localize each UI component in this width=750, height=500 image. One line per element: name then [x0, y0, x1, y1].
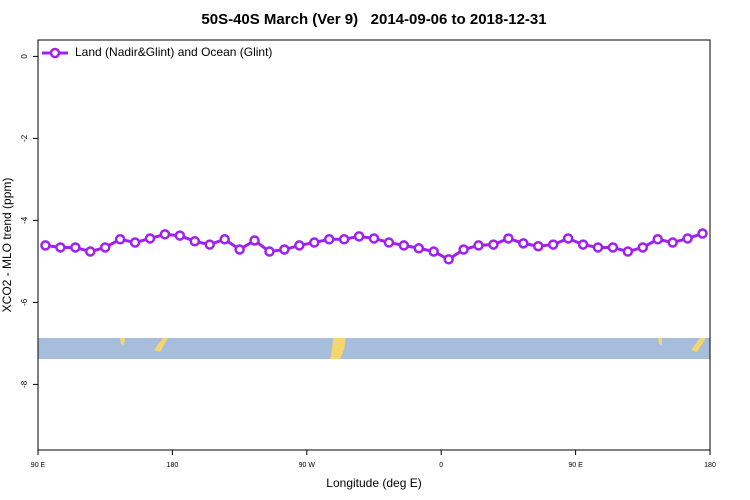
- data-point: [428, 246, 439, 257]
- data-point: [667, 237, 678, 248]
- ocean-band: [38, 338, 710, 359]
- data-point: [85, 246, 96, 257]
- data-point: [174, 230, 186, 241]
- data-point: [592, 242, 604, 253]
- data-point: [533, 240, 544, 252]
- land-patch: [691, 338, 706, 352]
- x-tick-label: 90 W: [299, 462, 316, 469]
- x-tick-label: 90 E: [31, 462, 46, 469]
- data-point: [353, 231, 365, 242]
- chart-title: 50S-40S March (Ver 9) 2014-09-06 to 2018…: [201, 11, 546, 28]
- data-point: [144, 233, 156, 244]
- land-patch: [120, 338, 125, 345]
- x-tick-label: 90 E: [568, 462, 583, 469]
- data-point: [219, 234, 230, 245]
- land-sea-strip: [38, 338, 710, 359]
- x-tick-label: 0: [439, 462, 443, 469]
- data-point: [577, 239, 589, 250]
- data-point: [398, 240, 410, 251]
- data-point: [383, 237, 395, 248]
- data-point: [622, 246, 634, 257]
- data-point: [234, 244, 245, 255]
- y-tick-label: -8: [20, 380, 29, 388]
- y-axis-label: XCO2 - MLO trend (ppm): [0, 178, 14, 313]
- data-point: [547, 239, 559, 250]
- data-point: [323, 234, 335, 245]
- data-point: [413, 243, 425, 254]
- data-point: [458, 244, 469, 255]
- legend-marker: [49, 47, 61, 59]
- land-patch: [330, 338, 346, 359]
- data-point: [264, 246, 275, 257]
- x-tick-label: 180: [167, 462, 179, 469]
- land-patch: [658, 338, 662, 345]
- data-point: [279, 244, 290, 255]
- data-point: [503, 233, 514, 244]
- data-point: [70, 242, 81, 253]
- data-point: [249, 235, 260, 246]
- x-axis-label: Longitude (deg E): [326, 476, 421, 490]
- data-point: [99, 242, 111, 253]
- data-point: [40, 240, 51, 251]
- land-patch: [154, 338, 168, 352]
- data-point: [562, 233, 574, 244]
- data-point: [443, 254, 454, 265]
- data-point: [518, 238, 529, 249]
- y-tick-label: 0: [20, 54, 29, 59]
- data-point: [114, 234, 126, 245]
- x-tick-label: 180: [704, 462, 716, 469]
- data-point: [129, 237, 141, 248]
- data-point: [697, 228, 708, 239]
- y-tick-label: -4: [20, 216, 29, 224]
- data-point: [637, 242, 649, 253]
- data-point: [338, 234, 350, 245]
- data-point: [204, 239, 215, 250]
- data-point: [488, 239, 499, 250]
- y-tick-label: -2: [20, 134, 29, 142]
- legend-label: Land (Nadir&Glint) and Ocean (Glint): [75, 45, 272, 59]
- data-point: [607, 242, 619, 253]
- plot-frame: [37, 39, 711, 451]
- data-point: [368, 233, 380, 244]
- data-point: [473, 240, 484, 251]
- data-point: [652, 234, 663, 245]
- data-point: [682, 233, 693, 244]
- data-point: [189, 236, 201, 247]
- data-point: [309, 237, 320, 248]
- y-tick-label: -6: [20, 298, 29, 306]
- data-point: [159, 229, 171, 240]
- data-point: [55, 242, 66, 253]
- data-point: [294, 240, 305, 251]
